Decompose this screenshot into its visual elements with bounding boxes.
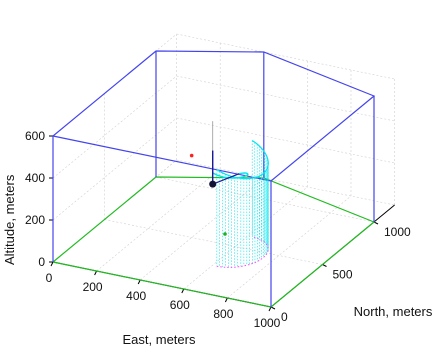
arc-top-curve	[216, 139, 269, 180]
x-tick-label: 0	[46, 271, 53, 285]
y-tick-label: 0	[281, 310, 288, 324]
floor-boundary	[52, 176, 376, 308]
grid-line	[52, 75, 177, 179]
grid-line	[155, 176, 375, 223]
x-axis-label: East, meters	[123, 332, 196, 347]
z-axis-label: Altitude, meters	[2, 174, 17, 265]
helix-curve	[212, 172, 249, 179]
grid-line	[176, 33, 395, 80]
grid-line	[227, 195, 352, 299]
grid-line	[52, 117, 177, 221]
x-tick-label: 800	[213, 307, 233, 321]
x-tick-label: 400	[126, 289, 146, 303]
arc-ground-projection	[216, 236, 269, 268]
prism-top-edge	[52, 50, 376, 182]
x-tick-label: 600	[170, 298, 190, 312]
x-tick-mark	[181, 288, 185, 294]
vehicle-connector	[212, 173, 240, 185]
data-layer	[52, 50, 376, 308]
z-tick-label: 600	[25, 129, 45, 143]
x-tick-label: 1000	[254, 316, 281, 330]
grid-layer	[52, 33, 395, 308]
x-tick-mark	[94, 270, 98, 276]
z-tick-label: 400	[25, 171, 45, 185]
x-tick-mark	[224, 297, 228, 303]
y-tick-label: 1000	[384, 225, 411, 239]
grid-line	[104, 219, 323, 265]
grid-line	[183, 186, 308, 290]
grid-line	[176, 159, 395, 206]
y-tick-mark	[270, 306, 276, 310]
red-point	[189, 153, 194, 158]
x-tick-mark	[137, 279, 141, 285]
green-point	[223, 232, 227, 236]
y-tick-mark	[373, 221, 379, 225]
y-tick-label: 500	[333, 268, 353, 282]
y-axis-label: North, meters	[354, 304, 433, 319]
x-tick-mark	[50, 261, 54, 267]
z-tick-label: 200	[25, 213, 45, 227]
grid-line	[176, 75, 395, 122]
x-tick-label: 200	[83, 280, 103, 294]
y-tick-mark	[322, 264, 327, 267]
grid-line	[140, 177, 264, 281]
grid-line	[176, 117, 395, 164]
x-tick-mark	[268, 306, 272, 312]
z-tick-label: 0	[38, 255, 45, 269]
vehicle-point	[209, 180, 217, 188]
grid-line	[96, 168, 221, 272]
